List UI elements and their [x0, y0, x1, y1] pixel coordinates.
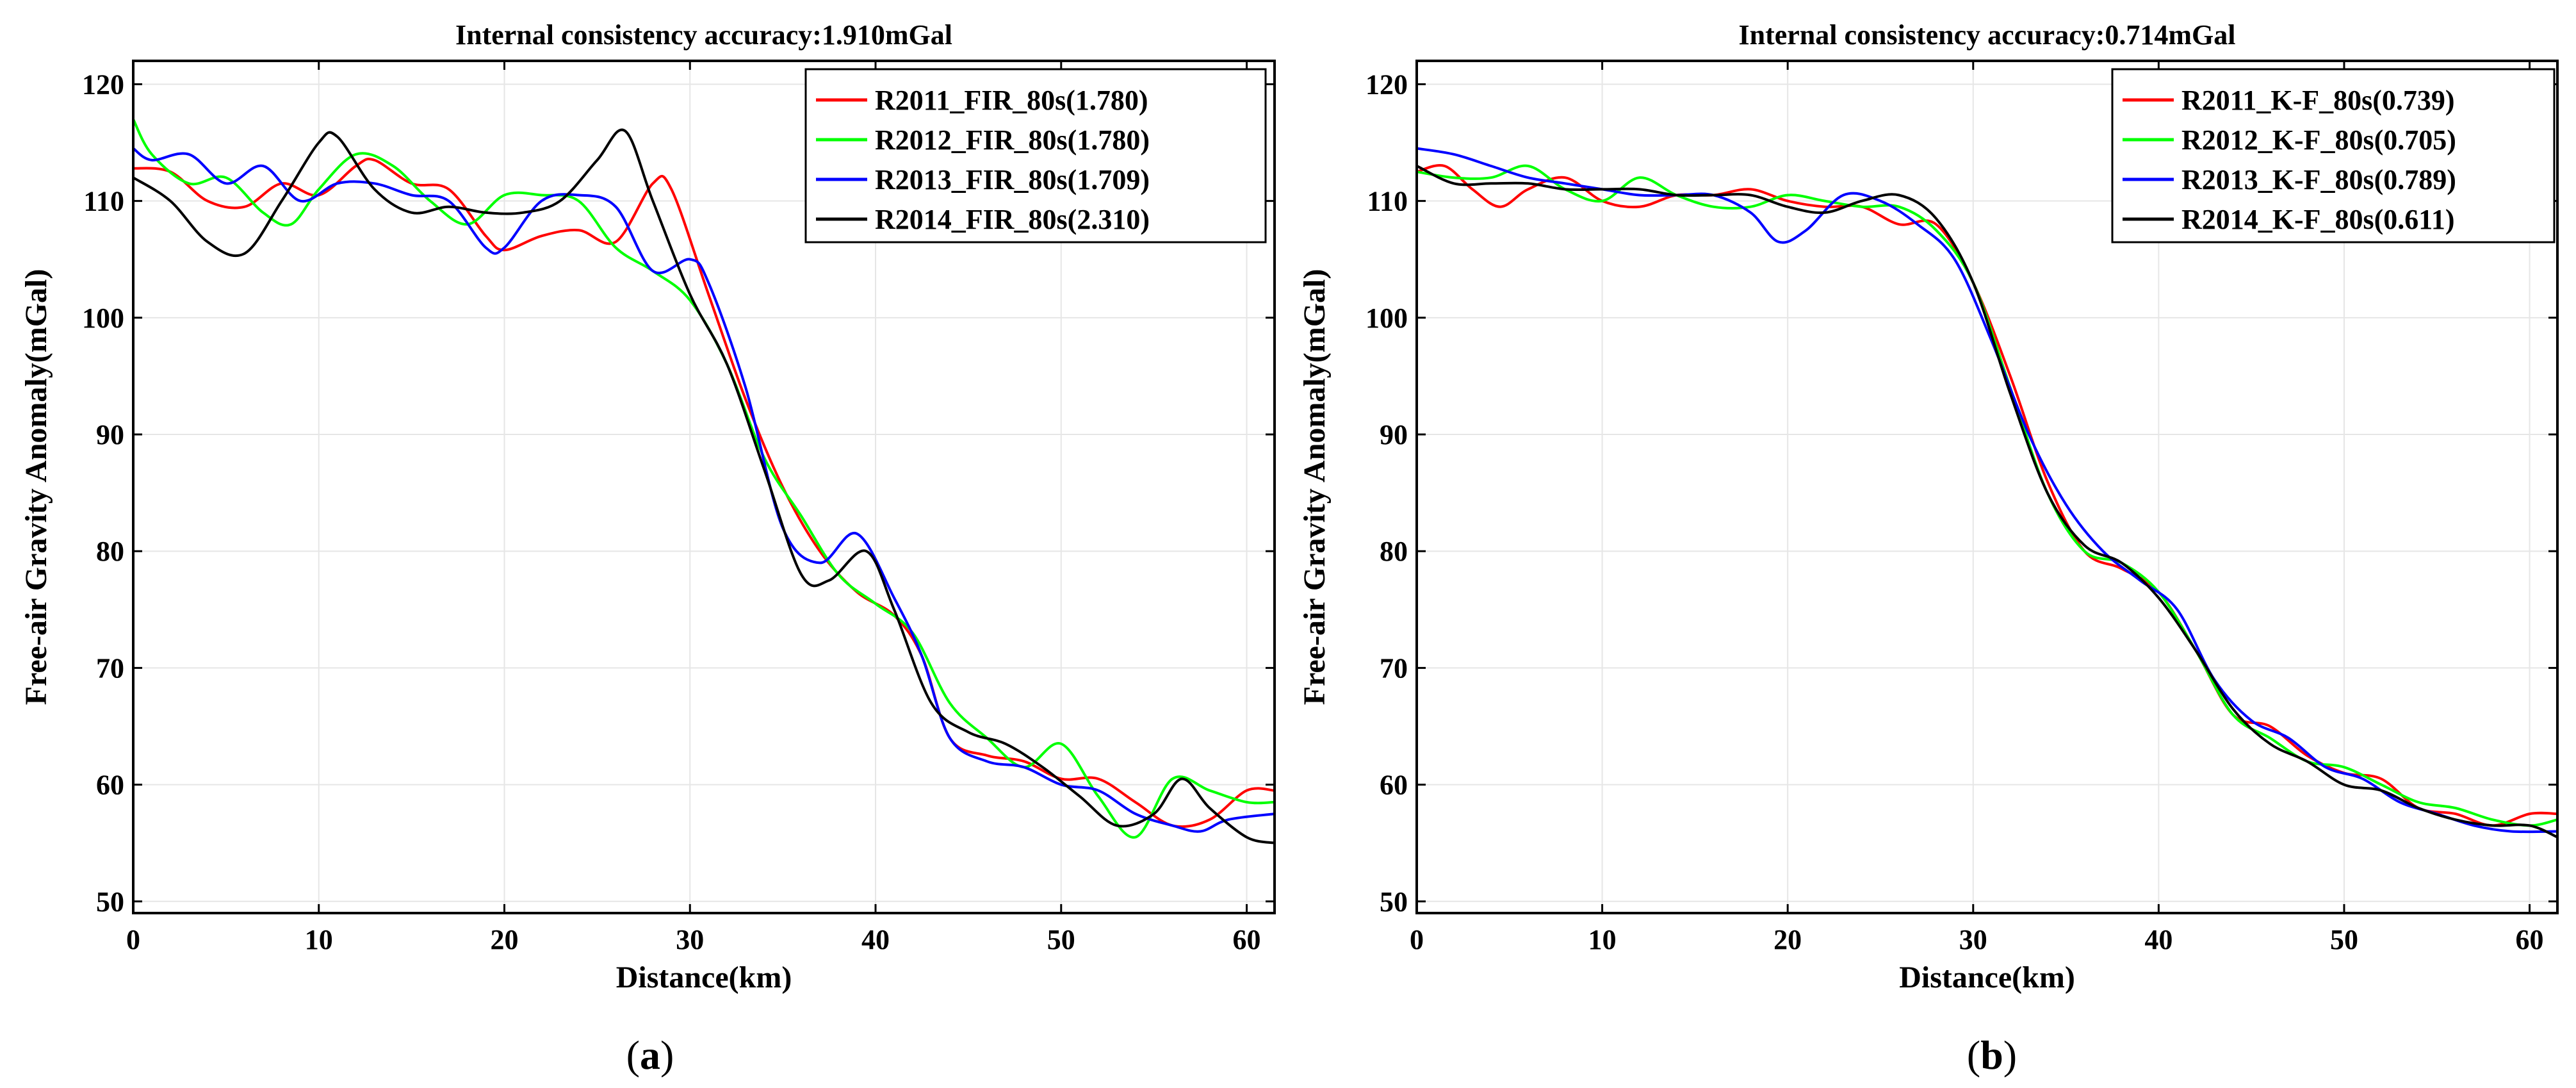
x-tick-label: 0 [1410, 924, 1424, 955]
x-tick-label: 50 [1047, 924, 1075, 955]
caption-open-paren: ( [1967, 1032, 1980, 1078]
x-tick-label: 50 [2330, 924, 2358, 955]
x-axis-label: Distance(km) [1899, 960, 2075, 994]
x-tick-label: 40 [2144, 924, 2172, 955]
y-tick-label: 60 [96, 770, 124, 801]
legend-label-1: R2011_K-F_80s(0.739) [2181, 85, 2455, 116]
y-tick-label: 120 [82, 69, 124, 100]
legend-label-4: R2014_FIR_80s(2.310) [875, 204, 1150, 235]
series-group [1417, 147, 2557, 839]
y-tick-label: 60 [1380, 770, 1408, 801]
legend-label-2: R2012_FIR_80s(1.780) [875, 124, 1150, 156]
legend-label-4: R2014_K-F_80s(0.611) [2181, 204, 2455, 235]
x-tick-label: 30 [676, 924, 704, 955]
y-tick-label: 100 [1365, 302, 1408, 334]
series-line-2 [1417, 164, 2557, 827]
chart-title: Internal consistency accuracy:1.910mGal [455, 19, 952, 51]
series-line-3 [133, 147, 1275, 833]
y-tick-label: 90 [96, 419, 124, 450]
legend-label-3: R2013_FIR_80s(1.709) [875, 164, 1150, 195]
x-tick-label: 20 [1773, 924, 1802, 955]
x-tick-label: 20 [491, 924, 519, 955]
x-tick-label: 60 [2516, 924, 2544, 955]
legend: R2011_K-F_80s(0.739) R2012_K-F_80s(0.705)… [2111, 68, 2556, 243]
series-line-3 [1417, 147, 2557, 834]
chart-panel-b: 0 10 20 30 40 50 60 50 60 70 80 90 100 110 120 Internal… [1298, 19, 2559, 1078]
y-axis-label: Free-air Gravity Anomaly(mGal) [19, 269, 53, 705]
chart-panel-a: 0 10 20 30 40 50 60 50 60 70 80 90 100 110 120 Internal… [19, 19, 1276, 1078]
legend: R2011_FIR_80s(1.780) R2012_FIR_80s(1.780)… [804, 68, 1267, 243]
y-tick-label: 50 [1380, 886, 1408, 918]
panel-caption: (b) [1967, 1032, 2017, 1078]
y-tick-label: 110 [83, 186, 124, 217]
caption-letter: b [1980, 1032, 2003, 1078]
legend-box [2111, 68, 2556, 243]
y-tick-label: 50 [96, 886, 124, 918]
series-group [133, 118, 1275, 845]
plot-frame [132, 60, 1276, 914]
x-axis-label: Distance(km) [616, 960, 792, 994]
legend-label-2: R2012_K-F_80s(0.705) [2181, 124, 2456, 156]
y-tick-label: 70 [96, 652, 124, 684]
y-tick-label: 120 [1365, 69, 1408, 100]
x-tick-label: 0 [126, 924, 140, 955]
legend-box [804, 68, 1267, 243]
y-tick-label: 100 [82, 302, 124, 334]
y-tick-label: 80 [96, 536, 124, 567]
y-tick-label: 110 [1367, 186, 1408, 217]
caption-letter: a [640, 1032, 660, 1078]
chart-title: Internal consistency accuracy:0.714mGal [1739, 19, 2236, 51]
y-tick-label: 80 [1380, 536, 1408, 567]
caption-close-paren: ) [660, 1032, 674, 1078]
x-tick-label: 10 [305, 924, 333, 955]
caption-close-paren: ) [2003, 1032, 2017, 1078]
y-tick-label: 70 [1380, 652, 1408, 684]
panel-caption: (a) [626, 1032, 674, 1078]
series-line-4 [133, 128, 1275, 845]
x-tick-label: 40 [861, 924, 890, 955]
series-line-1 [133, 158, 1275, 828]
y-axis-label: Free-air Gravity Anomaly(mGal) [1298, 269, 1332, 705]
series-line-4 [1417, 165, 2557, 839]
series-line-1 [1417, 164, 2557, 827]
x-tick-label: 60 [1233, 924, 1261, 955]
legend-label-1: R2011_FIR_80s(1.780) [875, 85, 1148, 116]
y-tick-label: 90 [1380, 419, 1408, 450]
x-tick-label: 30 [1959, 924, 1987, 955]
plot-frame [1415, 60, 2559, 914]
x-tick-label: 10 [1588, 924, 1617, 955]
legend-label-3: R2013_K-F_80s(0.789) [2181, 164, 2456, 195]
caption-open-paren: ( [626, 1032, 640, 1078]
